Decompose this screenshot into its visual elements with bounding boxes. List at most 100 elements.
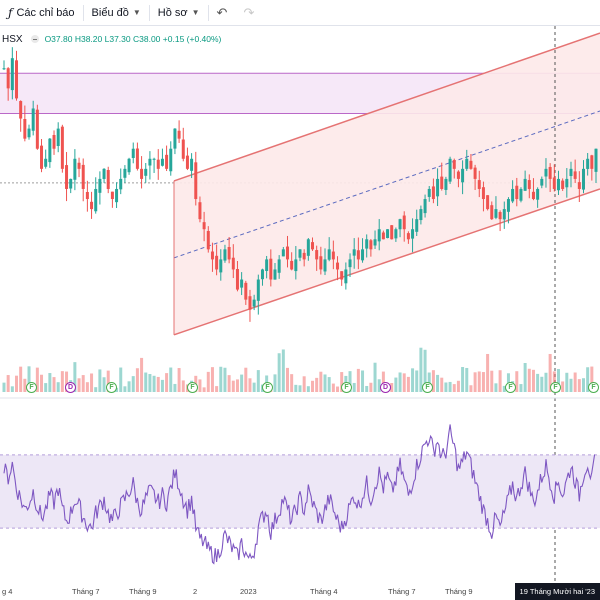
chevron-down-icon: ▼ xyxy=(191,8,200,17)
collapse-icon[interactable] xyxy=(30,35,39,43)
event-marker-f[interactable]: F xyxy=(505,382,516,393)
candle-body xyxy=(402,215,406,230)
candle-body xyxy=(511,188,515,202)
volume-bar xyxy=(377,379,381,392)
event-marker-d[interactable]: D xyxy=(65,382,76,393)
volume-bar xyxy=(15,375,19,392)
candle-body xyxy=(340,271,344,280)
candle-body xyxy=(15,60,19,99)
candle-body xyxy=(77,162,81,169)
volume-bar xyxy=(52,377,56,392)
candle-body xyxy=(190,158,194,171)
candle-body xyxy=(465,158,469,169)
profile-button[interactable]: Hồ sơ ▼ xyxy=(150,0,208,26)
candle-body xyxy=(577,182,581,189)
event-marker-f[interactable]: F xyxy=(422,382,433,393)
event-marker-f[interactable]: F xyxy=(106,382,117,393)
volume-bar xyxy=(77,378,81,392)
volume-bar xyxy=(315,377,319,392)
candle-body xyxy=(206,230,210,250)
volume-bar xyxy=(340,372,344,392)
chart-type-button[interactable]: Biểu đồ ▼ xyxy=(84,0,149,26)
candle-body xyxy=(473,167,477,179)
candle-body xyxy=(394,229,398,239)
toolbar-divider xyxy=(207,4,209,21)
time-tick: Tháng 9 xyxy=(129,587,157,596)
candle-body xyxy=(444,178,448,190)
candle-body xyxy=(440,176,444,189)
candle-body xyxy=(98,178,102,193)
candle-body xyxy=(185,155,189,169)
time-tick: Tháng 7 xyxy=(72,587,100,596)
event-marker-f[interactable]: F xyxy=(26,382,37,393)
candle-body xyxy=(10,58,14,91)
candle-body xyxy=(536,188,540,200)
candle-body xyxy=(452,160,456,169)
volume-bar xyxy=(419,347,423,392)
volume-bar xyxy=(490,370,494,392)
redo-button[interactable]: ↷ xyxy=(235,0,262,26)
candle-body xyxy=(502,209,506,220)
event-marker-f[interactable]: F xyxy=(341,382,352,393)
volume-bar xyxy=(486,353,490,392)
volume-bar xyxy=(144,372,148,392)
candle-body xyxy=(148,158,152,166)
indicators-label: Các chỉ báo xyxy=(16,6,75,19)
chart-label: Biểu đồ xyxy=(91,6,129,19)
price-chart[interactable] xyxy=(0,0,600,583)
volume-bar xyxy=(306,386,310,392)
candle-body xyxy=(273,269,277,280)
candle-body xyxy=(65,165,69,189)
volume-bar xyxy=(115,387,119,392)
volume-bar xyxy=(331,383,335,392)
volume-bar xyxy=(215,386,219,392)
indicators-button[interactable]: ƒ Các chỉ báo xyxy=(0,0,83,26)
volume-bar xyxy=(531,369,535,392)
candle-body xyxy=(427,188,431,197)
candle-body xyxy=(223,249,227,261)
event-marker-f[interactable]: F xyxy=(262,382,273,393)
volume-bar xyxy=(81,375,85,392)
candle-body xyxy=(519,188,523,201)
volume-bar xyxy=(519,384,523,392)
candle-body xyxy=(240,279,244,288)
candle-body xyxy=(265,259,269,271)
event-marker-f[interactable]: F xyxy=(550,382,561,393)
candle-body xyxy=(331,251,335,260)
volume-bar xyxy=(131,376,135,392)
time-axis[interactable]: g 4 Tháng 7 Tháng 9 2 2023 Tháng 4 Tháng… xyxy=(0,583,600,600)
volume-bar xyxy=(369,382,373,392)
candle-body xyxy=(373,239,377,246)
candle-body xyxy=(131,148,135,158)
ohlc-legend: HSX O37.80 H38.20 L37.30 C38.00 +0.15 (+… xyxy=(0,31,222,47)
volume-bar xyxy=(102,377,106,392)
volume-bar xyxy=(552,371,556,392)
volume-bar xyxy=(590,366,594,392)
volume-bar xyxy=(348,371,352,392)
candle-body xyxy=(311,242,315,250)
volume-bar xyxy=(548,353,552,392)
volume-bar xyxy=(298,385,302,392)
volume-bar xyxy=(373,362,377,392)
symbol-exchange[interactable]: HSX xyxy=(2,33,23,45)
candle-body xyxy=(540,178,544,186)
rsi-line xyxy=(3,424,596,565)
volume-bar xyxy=(394,377,398,392)
volume-bar xyxy=(365,385,369,392)
volume-bar xyxy=(40,374,44,392)
undo-button[interactable]: ↶ xyxy=(209,0,236,26)
event-marker-f[interactable]: F xyxy=(588,382,599,393)
volume-bar xyxy=(573,372,577,392)
volume-bar xyxy=(240,374,244,392)
volume-bar xyxy=(244,367,248,392)
volume-bar xyxy=(411,368,415,392)
legend-high: H38.20 xyxy=(74,34,103,44)
event-marker-f[interactable]: F xyxy=(187,382,198,393)
candle-body xyxy=(281,249,285,257)
candle-body xyxy=(290,260,294,270)
candle-body xyxy=(456,171,460,179)
volume-bar xyxy=(319,371,323,392)
volume-bar xyxy=(65,371,69,392)
event-marker-d[interactable]: D xyxy=(380,382,391,393)
candle-body xyxy=(556,178,560,191)
